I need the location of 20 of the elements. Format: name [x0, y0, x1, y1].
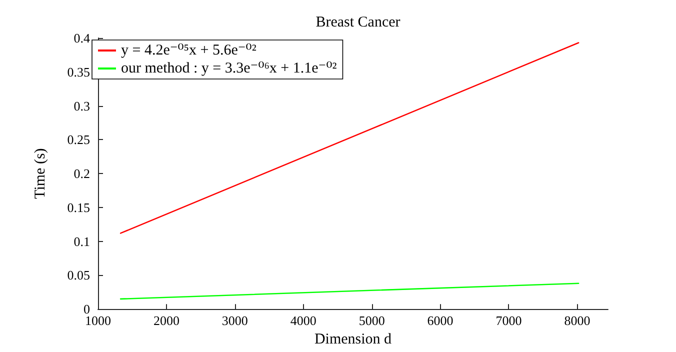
legend-label: our method : y = 3.3e⁻⁰⁶x + 1.1e⁻⁰² [121, 60, 338, 76]
x-tick-label: 2000 [153, 313, 180, 328]
x-tick-label: 8000 [564, 313, 590, 328]
y-tick-label: 0.1 [74, 234, 90, 249]
y-axis-title: Time (s) [32, 148, 48, 199]
x-tick-label: 3000 [222, 313, 248, 328]
x-tick-label: 4000 [290, 313, 316, 328]
y-tick-label: 0.2 [74, 166, 90, 182]
x-tick-label: 5000 [358, 313, 385, 328]
y-tick-label: 0.05 [67, 268, 90, 283]
chart-title: Breast Cancer [316, 14, 400, 30]
y-tick-label: 0.15 [67, 200, 90, 215]
x-axis-title: Dimension d [314, 332, 392, 348]
y-tick-label: 0.35 [67, 64, 90, 80]
y-tick-label: 0.3 [74, 98, 90, 114]
y-tick-label: 0.25 [67, 132, 90, 148]
x-tick-label: 7000 [496, 313, 522, 328]
x-tick-label: 6000 [427, 313, 454, 328]
legend-label: y = 4.2e⁻⁰⁵x + 5.6e⁻⁰² [121, 42, 257, 58]
y-tick-label: 0.4 [74, 30, 90, 46]
